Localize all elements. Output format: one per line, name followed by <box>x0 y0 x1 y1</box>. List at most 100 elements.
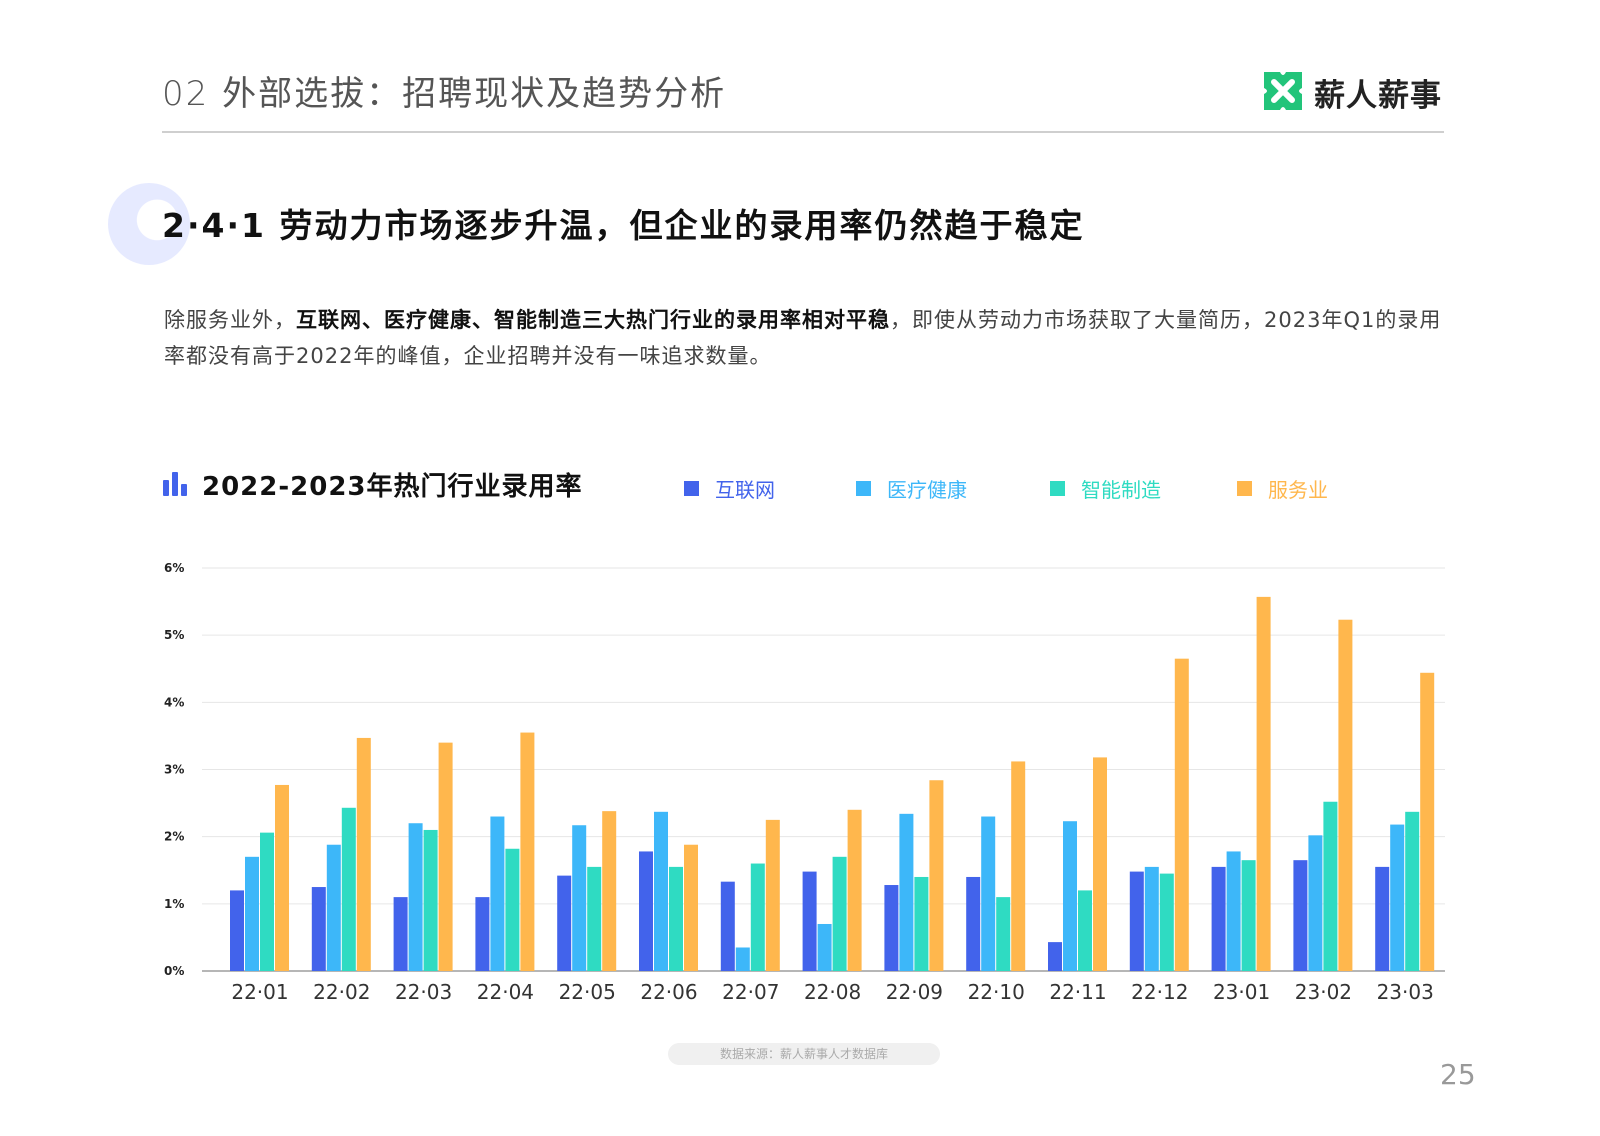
page-header-title: 02 外部选拔：招聘现状及趋势分析 <box>162 74 727 114</box>
bar <box>929 780 944 971</box>
header-divider <box>162 131 1444 133</box>
legend-label-manufacturing: 智能制造 <box>1081 477 1161 502</box>
bar <box>1174 658 1189 971</box>
bar <box>1241 860 1256 971</box>
bar <box>684 844 698 971</box>
bar <box>1093 757 1107 971</box>
bar <box>326 844 341 971</box>
x-tick-label: 22·06 <box>640 980 697 1004</box>
bar <box>1256 596 1271 971</box>
bar <box>765 819 780 971</box>
logo-text: 薪人薪事 <box>1314 78 1442 114</box>
x-tick-label: 22·02 <box>313 980 370 1004</box>
bar <box>1159 873 1174 971</box>
logo-icon <box>1264 72 1302 110</box>
bar <box>572 825 587 971</box>
bar <box>520 732 535 971</box>
bar <box>275 784 289 971</box>
bar <box>1323 801 1338 971</box>
bar <box>802 871 817 971</box>
x-tick-label: 23·03 <box>1377 980 1434 1004</box>
bar <box>505 848 520 971</box>
description-part1: 除服务业外， <box>164 308 296 332</box>
bar <box>914 876 929 971</box>
bar <box>1308 835 1323 971</box>
y-tick-label: 5% <box>164 628 184 642</box>
bar <box>490 816 505 971</box>
section-title: 2·4·1 劳动力市场逐步升温，但企业的录用率仍然趋于稳定 <box>162 206 1085 245</box>
bar <box>1144 866 1159 971</box>
legend-label-service: 服务业 <box>1268 477 1328 502</box>
page-number: 25 <box>1440 1058 1476 1091</box>
x-tick-label: 22·01 <box>231 980 288 1004</box>
bar <box>1420 672 1435 971</box>
bar <box>1226 851 1241 971</box>
bar <box>602 811 617 971</box>
x-tick-label: 22·09 <box>886 980 943 1004</box>
bar <box>423 829 438 971</box>
bar <box>899 813 914 971</box>
bar <box>245 856 259 971</box>
bar <box>587 866 602 971</box>
description-bold: 互联网、医疗健康、智能制造三大热门行业的录用率相对平稳 <box>296 308 890 332</box>
bar <box>1011 761 1026 971</box>
bar <box>966 876 981 971</box>
bar <box>996 897 1011 971</box>
bar <box>884 885 899 971</box>
bar <box>475 897 490 971</box>
x-tick-label: 22·08 <box>804 980 861 1004</box>
legend-item-medical: 医疗健康 <box>856 473 967 503</box>
bar <box>639 851 653 971</box>
bar <box>1390 824 1405 971</box>
x-tick-label: 22·12 <box>1131 980 1188 1004</box>
chart-title: 2022-2023年热门行业录用率 <box>202 472 583 502</box>
bar <box>408 823 423 971</box>
y-tick-label: 4% <box>164 695 184 709</box>
y-tick-label: 6% <box>164 561 184 575</box>
bar <box>1338 619 1353 971</box>
legend-label-medical: 医疗健康 <box>887 477 967 502</box>
description-paragraph: 除服务业外，互联网、医疗健康、智能制造三大热门行业的录用率相对平稳，即使从劳动力… <box>164 302 1454 374</box>
bar <box>1293 860 1308 971</box>
bar <box>1129 871 1144 971</box>
bar <box>356 737 371 971</box>
bar <box>981 816 996 971</box>
legend-item-internet: 互联网 <box>684 473 775 503</box>
bar <box>557 875 572 971</box>
legend-item-manufacturing: 智能制造 <box>1050 473 1161 503</box>
x-tick-label: 23·01 <box>1213 980 1270 1004</box>
y-tick-label: 3% <box>164 763 184 777</box>
brand-logo: 薪人薪事 <box>1260 66 1460 116</box>
bar <box>1375 866 1390 971</box>
x-tick-label: 22·11 <box>1049 980 1106 1004</box>
y-tick-label: 1% <box>164 897 184 911</box>
section-decoration-circle <box>108 183 190 265</box>
x-tick-label: 22·03 <box>395 980 452 1004</box>
x-tick-label: 22·05 <box>559 980 616 1004</box>
bar <box>654 811 668 971</box>
bar <box>817 923 832 971</box>
bar <box>1078 890 1092 971</box>
data-source-note: 数据来源：薪人薪事人才数据库 <box>668 1043 940 1065</box>
bar <box>735 947 750 971</box>
bar <box>1063 821 1077 971</box>
bar <box>438 742 453 971</box>
legend-swatch-manufacturing <box>1050 480 1065 496</box>
y-tick-label: 2% <box>164 830 184 844</box>
description-part2: ，即使从劳动力市场获取了大量简历，2023年Q1的录用率都没有高于2022年的峰… <box>164 308 1442 368</box>
legend-label-internet: 互联网 <box>715 477 775 502</box>
bar-chart-icon <box>163 472 187 496</box>
legend-swatch-service <box>1237 480 1252 496</box>
bar <box>832 856 847 971</box>
bar <box>669 866 683 971</box>
legend-swatch-medical <box>856 480 871 496</box>
bar <box>230 890 244 971</box>
y-tick-label: 0% <box>164 964 184 978</box>
bar <box>1048 942 1062 971</box>
x-tick-label: 23·02 <box>1295 980 1352 1004</box>
bar <box>393 897 408 971</box>
legend-swatch-internet <box>684 480 699 496</box>
bar <box>847 809 862 971</box>
bar <box>1211 866 1226 971</box>
